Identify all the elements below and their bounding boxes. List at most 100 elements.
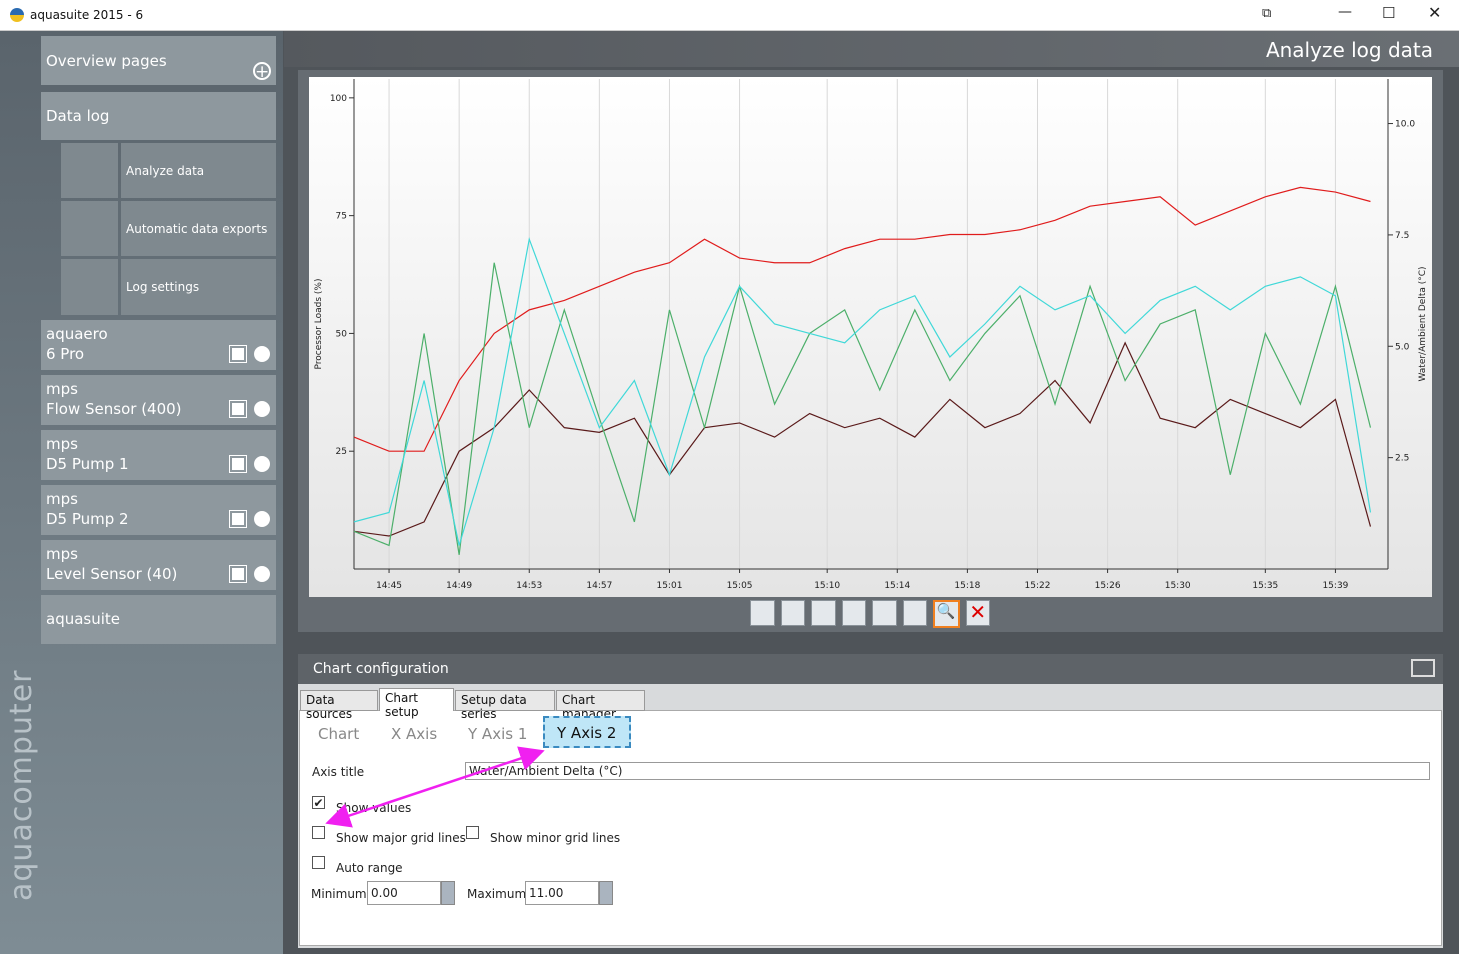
- device-label: Flow Sensor (400): [46, 400, 182, 418]
- edit-tool[interactable]: [841, 600, 866, 626]
- log-settings[interactable]: Log settings: [121, 259, 276, 315]
- tab[interactable]: Data sources: [300, 690, 378, 721]
- x-tick-label: 15:26: [1095, 581, 1121, 591]
- checkbox[interactable]: [312, 856, 325, 869]
- series-line: [353, 341, 1372, 537]
- subtab[interactable]: Y Axis 1: [468, 725, 528, 743]
- minimum-input[interactable]: 0.00: [367, 881, 441, 905]
- y2-axis-title: Water/Ambient Delta (°C): [1418, 266, 1428, 381]
- save-button[interactable]: [229, 510, 247, 528]
- config-header: Chart configuration: [298, 654, 1443, 684]
- device-label: 6 Pro: [46, 345, 85, 363]
- device-item[interactable]: aquaero 6 Pro: [41, 320, 276, 370]
- title-bar: aquasuite 2015 - 6 ⧉ — ☐ ✕: [0, 0, 1459, 31]
- brand-logo: aquacomputer: [4, 669, 39, 901]
- y-axis-title: Processor Loads (%): [314, 279, 324, 370]
- maximum-spinner[interactable]: [599, 881, 613, 905]
- minimum-label: Minimum: [311, 887, 367, 901]
- add-icon[interactable]: +: [253, 62, 271, 82]
- save-button[interactable]: [229, 345, 247, 363]
- subtab[interactable]: Chart: [318, 725, 360, 743]
- checkbox[interactable]: [312, 826, 325, 839]
- axis-title-input[interactable]: Water/Ambient Delta (°C): [465, 762, 1430, 780]
- y-tick-label: 25: [336, 447, 347, 457]
- device-label: aquaero: [46, 325, 108, 343]
- aquasuite-item[interactable]: aquasuite: [41, 595, 276, 644]
- restore-button[interactable]: ⧉: [1262, 6, 1272, 21]
- x-tick-label: 15:18: [954, 581, 980, 591]
- save-button[interactable]: [229, 400, 247, 418]
- save-button[interactable]: [229, 455, 247, 473]
- device-item[interactable]: mps D5 Pump 2: [41, 485, 276, 535]
- x-tick-label: 14:53: [516, 581, 542, 591]
- page-title: Analyze log data: [1265, 38, 1433, 62]
- checkbox-label: Auto range: [336, 861, 403, 875]
- x-tick-label: 15:01: [656, 581, 682, 591]
- tab-active[interactable]: Chart setup: [379, 688, 454, 719]
- y2-tick-label: 5.0: [1395, 342, 1410, 352]
- device-item[interactable]: mps D5 Pump 1: [41, 430, 276, 480]
- subtab-active[interactable]: Y Axis 2: [543, 716, 631, 748]
- tab[interactable]: Chart manager: [556, 690, 645, 721]
- config-title: Chart configuration: [313, 661, 449, 677]
- save-tool[interactable]: [750, 600, 775, 626]
- window-toggle[interactable]: [1411, 659, 1435, 677]
- device-label: mps: [46, 545, 78, 563]
- settings-button[interactable]: [254, 456, 270, 472]
- edit-tool-2[interactable]: [872, 600, 897, 626]
- app-icon: [10, 8, 24, 22]
- maximize-button[interactable]: ☐: [1382, 4, 1396, 22]
- y-tick-label: 75: [336, 212, 347, 222]
- settings-button[interactable]: [254, 346, 270, 362]
- window-title: aquasuite 2015 - 6: [30, 8, 144, 22]
- zoom-x-tool[interactable]: [811, 600, 836, 626]
- chart-toolbar: 🔍 ✕: [750, 600, 990, 628]
- x-tick-label: 15:05: [727, 581, 753, 591]
- maximum-label: Maximum: [467, 887, 527, 901]
- analyze-data[interactable]: Analyze data: [121, 143, 276, 198]
- series-line: [353, 186, 1371, 452]
- device-label: D5 Pump 2: [46, 510, 129, 528]
- analyze-icon: [61, 143, 118, 198]
- minimum-spinner[interactable]: [441, 881, 455, 905]
- y2-tick-label: 10.0: [1395, 120, 1415, 130]
- x-tick-label: 15:10: [814, 581, 840, 591]
- subtab[interactable]: X Axis: [391, 725, 438, 743]
- zoom-y-tool[interactable]: [780, 600, 805, 626]
- data-log[interactable]: Data log: [41, 92, 276, 140]
- device-label: D5 Pump 1: [46, 455, 129, 473]
- device-label: mps: [46, 435, 78, 453]
- zoom-tool[interactable]: 🔍: [933, 600, 960, 628]
- menu-label: Data log: [46, 107, 110, 125]
- checkbox-label: Show values: [336, 801, 412, 815]
- x-tick-label: 15:39: [1322, 581, 1348, 591]
- x-tick-label: 15:35: [1252, 581, 1278, 591]
- settings-button[interactable]: [254, 566, 270, 582]
- x-tick-label: 15:14: [884, 581, 910, 591]
- y-tick-label: 50: [336, 329, 348, 339]
- x-tick-label: 14:49: [446, 581, 472, 591]
- overview-pages[interactable]: Overview pages +: [41, 36, 276, 85]
- pan-tool[interactable]: [902, 600, 927, 626]
- close-button[interactable]: ✕: [1428, 3, 1442, 22]
- device-item[interactable]: mps Flow Sensor (400): [41, 375, 276, 425]
- x-tick-label: 14:45: [376, 581, 402, 591]
- y2-tick-label: 7.5: [1395, 231, 1409, 241]
- tab[interactable]: Setup data series: [455, 690, 555, 721]
- settings-button[interactable]: [254, 511, 270, 527]
- checkbox[interactable]: [466, 826, 479, 839]
- chart: 14:45 14:49 14:53 14:57 15:01 15:05 15:10 15:14…: [314, 79, 1428, 591]
- y-tick-label: 100: [330, 94, 347, 104]
- menu-label: aquasuite: [46, 610, 121, 628]
- settings-button[interactable]: [254, 401, 270, 417]
- automatic-exports[interactable]: Automatic data exports: [121, 201, 276, 256]
- minimize-button[interactable]: —: [1338, 4, 1352, 20]
- device-item[interactable]: mps Level Sensor (40): [41, 540, 276, 590]
- maximum-input[interactable]: 11.00: [525, 881, 599, 905]
- header: Analyze log data: [284, 31, 1459, 67]
- reset-tool[interactable]: ✕: [965, 600, 990, 626]
- save-button[interactable]: [229, 565, 247, 583]
- settings-icon: [61, 259, 118, 315]
- checkbox[interactable]: ✔: [312, 796, 325, 810]
